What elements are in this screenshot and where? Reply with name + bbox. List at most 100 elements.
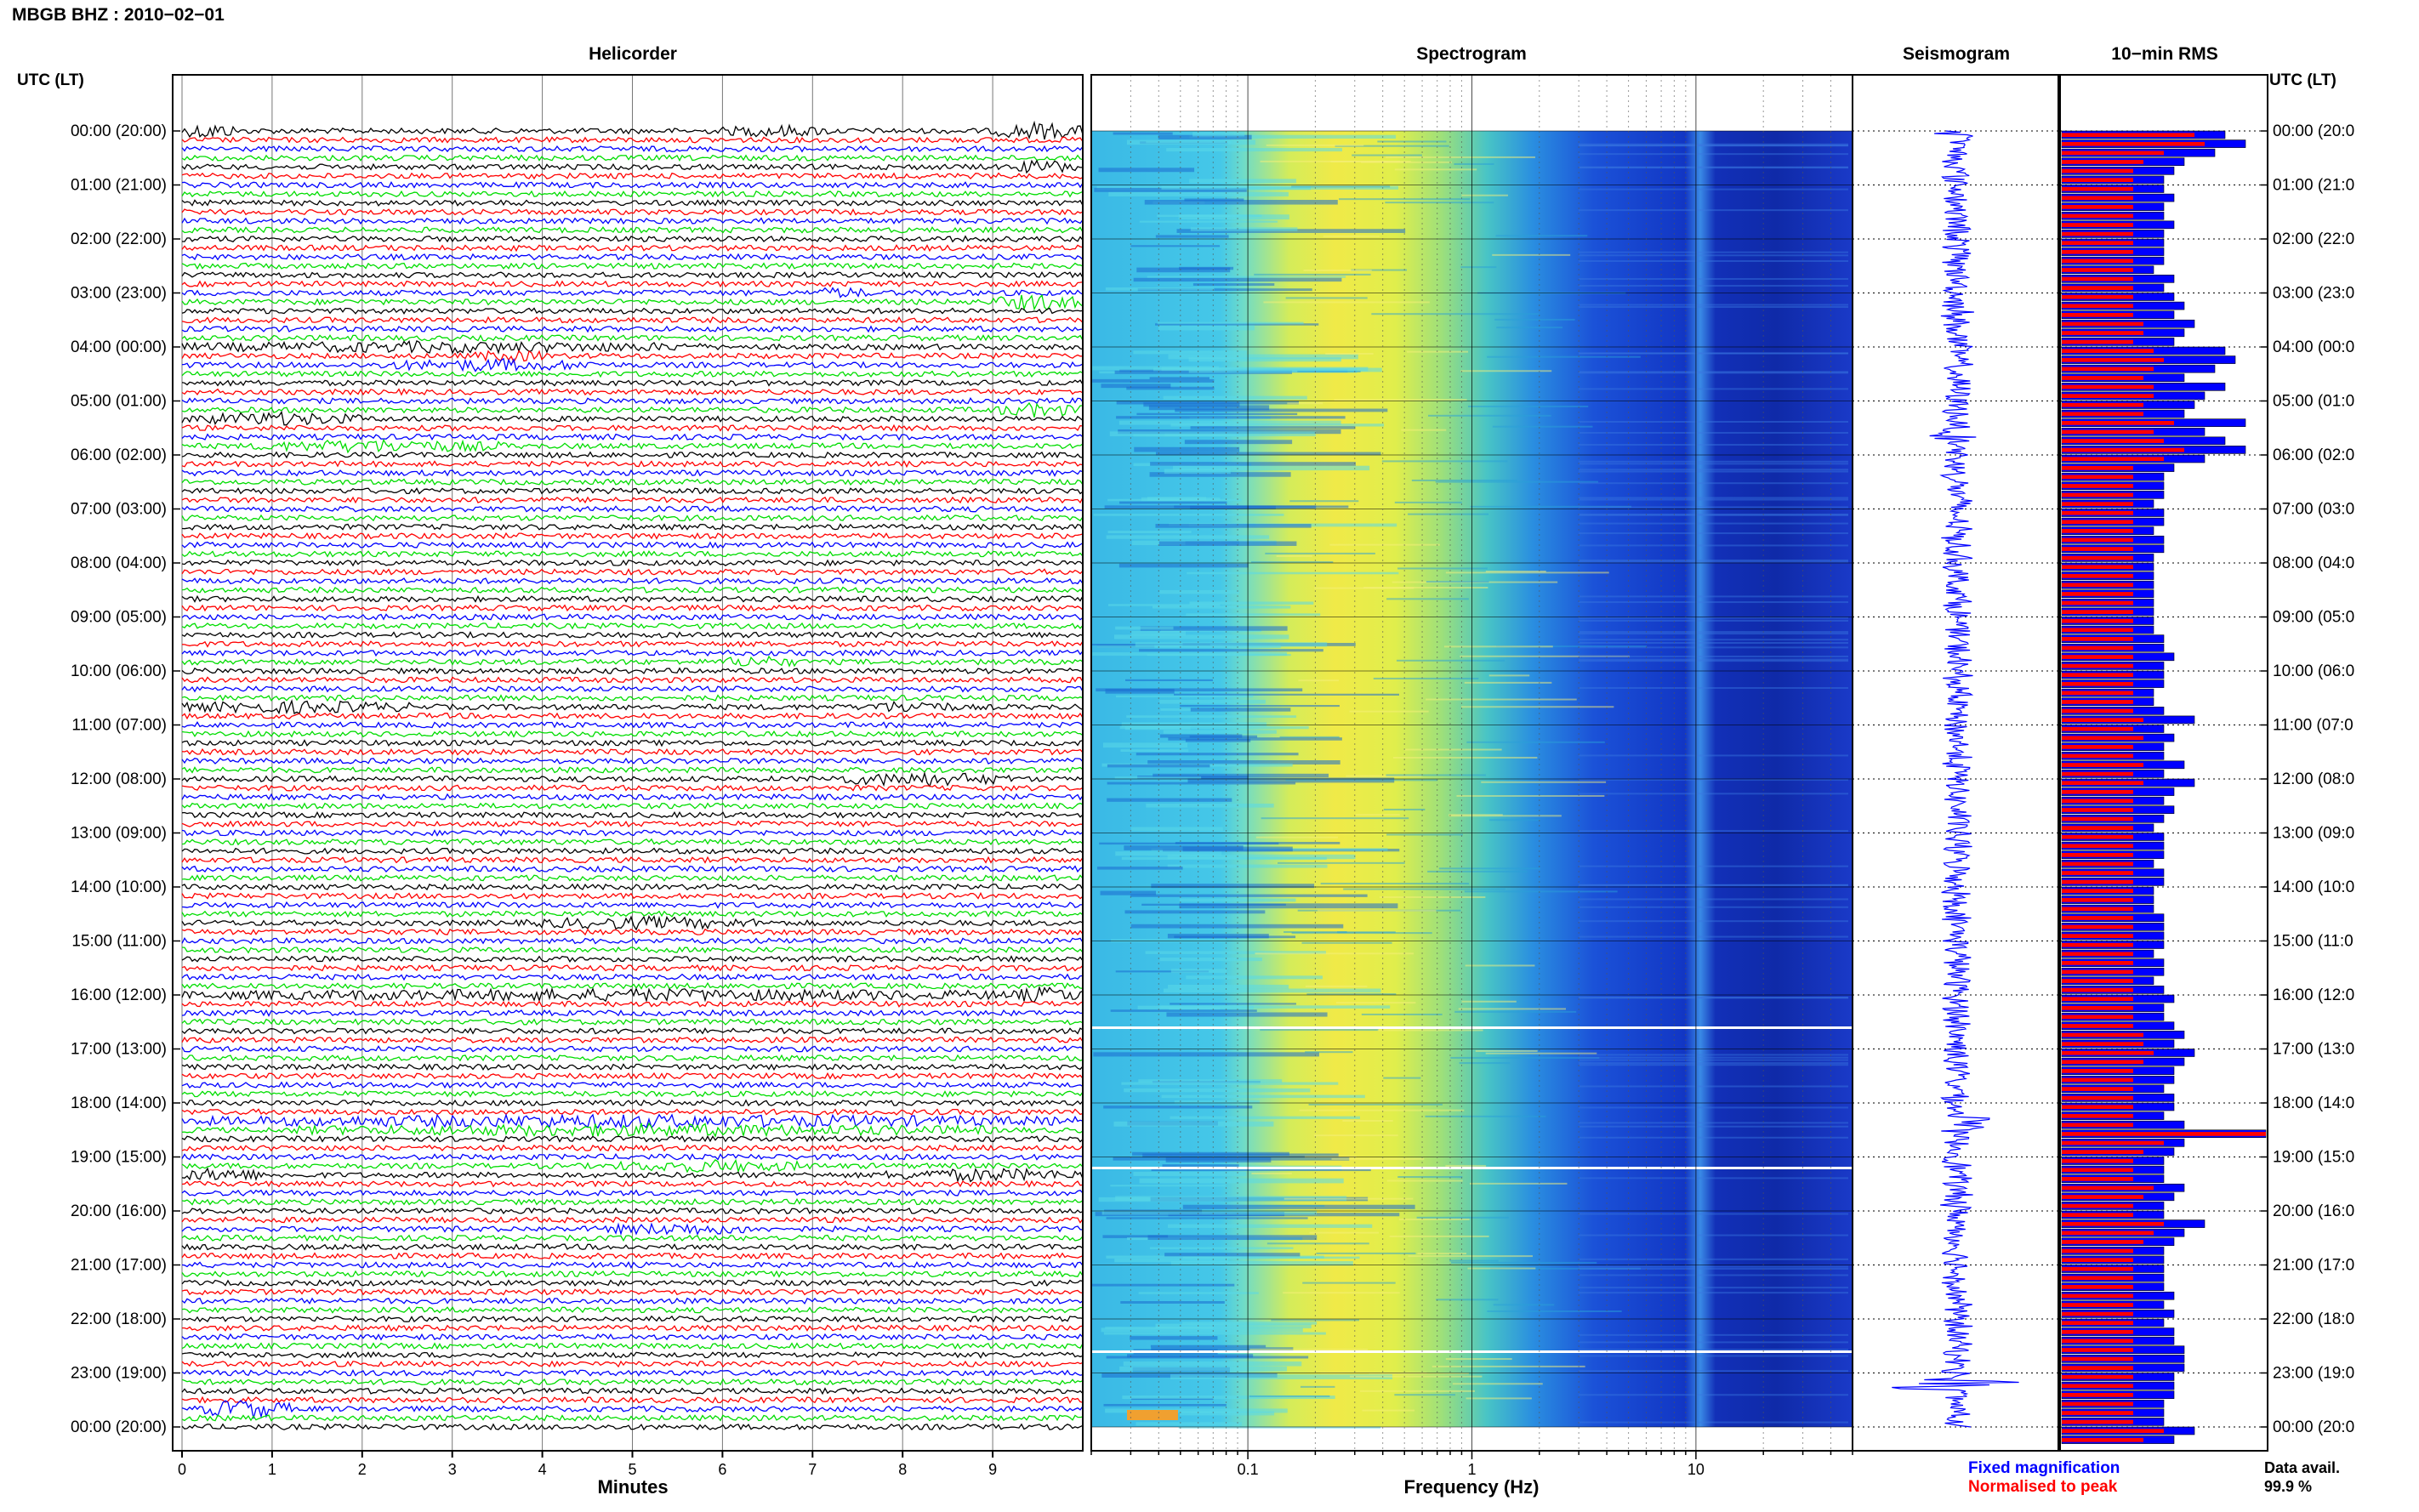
helicorder-trace <box>181 1234 1084 1242</box>
spectrogram-stripe <box>1096 867 1183 870</box>
rms-bar-normalised <box>2062 1348 2133 1352</box>
spectrogram-stripe <box>1427 870 1528 873</box>
spectrogram-stripe <box>1163 988 1381 993</box>
spectrogram-stripe <box>1106 1217 1308 1219</box>
helicorder-trace <box>181 973 1084 981</box>
spectrogram-stripe <box>1435 480 1598 483</box>
rms-bar-normalised <box>2062 484 2133 488</box>
helicorder-trace <box>181 1179 1084 1188</box>
hour-label-right: 15:00 (11:0 <box>2273 933 2354 951</box>
spectrogram-stripe <box>1170 1374 1393 1379</box>
spectrogram-stripe <box>1145 951 1326 954</box>
spectrogram-stripe <box>1192 132 1245 137</box>
rms-bar-normalised <box>2062 447 2184 452</box>
spectrogram-stripe <box>1449 815 1562 817</box>
spectrogram-stripe <box>1190 708 1291 712</box>
spectrogram-stripe <box>1150 462 1356 466</box>
helicorder-trace <box>181 438 1084 454</box>
helicorder-trace <box>181 747 1084 756</box>
spectrogram-stripe <box>1438 867 1540 870</box>
helicorder-trace <box>181 388 1084 396</box>
rms-bar-normalised <box>2062 1060 2143 1065</box>
spectrogram-stripe <box>1579 935 1848 938</box>
spectrogram-stripe <box>1481 781 1607 783</box>
spectrogram-stripe <box>1579 1292 1848 1294</box>
helicorder-trace <box>181 1279 1084 1287</box>
rms-bar-normalised <box>2062 231 2133 236</box>
spectrogram-stripe <box>1130 894 1368 897</box>
helicorder-trace <box>181 1423 1084 1431</box>
spectrogram-stripe <box>1579 793 1848 795</box>
spectrogram-stripe <box>1181 1322 1318 1325</box>
spectrogram-stripe <box>1579 1348 1848 1350</box>
hour-label-left: 09:00 (05:00) <box>71 609 167 627</box>
spectrogram-stripe <box>1579 372 1848 374</box>
hour-label-right: 07:00 (03:0 <box>2273 501 2354 519</box>
rms-bar-normalised <box>2062 691 2133 696</box>
rms-bar-normalised <box>2062 636 2133 641</box>
rms-bar-normalised <box>2062 826 2133 831</box>
spectrogram-stripe <box>1579 1287 1848 1289</box>
rms-bar-normalised <box>2062 1266 2133 1271</box>
hour-label-left: 01:00 (21:00) <box>71 177 167 195</box>
spectrogram-stripe <box>1428 414 1551 417</box>
spectrogram-stripe <box>1291 185 1391 188</box>
spectrogram-stripe <box>1579 470 1848 473</box>
helicorder-trace <box>181 1189 1084 1197</box>
helicorder-trace <box>181 550 1084 558</box>
spectrogram-stripe <box>1579 646 1848 649</box>
spectrogram-stripe <box>1188 357 1341 362</box>
spectrogram-stripe <box>1303 269 1372 271</box>
helicorder-trace <box>181 1122 1084 1138</box>
rms-bar-normalised <box>2062 1077 2133 1083</box>
spectrogram-stripe <box>1579 371 1848 373</box>
spectrogram-stripe <box>1456 794 1605 797</box>
spectrogram-stripe <box>1139 1178 1344 1184</box>
spectrogram-stripe <box>1192 283 1275 287</box>
spectrogram-stripe <box>1110 1009 1257 1012</box>
helicorder-trace <box>181 270 1084 279</box>
rms-bar-normalised <box>2062 268 2133 272</box>
helicorder-trace <box>181 1414 1084 1422</box>
rms-frame <box>2059 74 2268 1452</box>
spectrogram-stripe <box>1133 1172 1247 1176</box>
rms-bar-normalised <box>2062 924 2133 929</box>
spectrogram-stripe <box>1579 595 1848 598</box>
helicorder-trace <box>181 478 1084 486</box>
helicorder-trace <box>181 874 1084 882</box>
spectrogram-stripe <box>1278 861 1405 864</box>
rms-bar-normalised <box>2062 1321 2133 1326</box>
spectrogram-stripe <box>1285 297 1368 299</box>
spectrogram-stripe <box>1496 645 1648 648</box>
helicorder-trace <box>181 226 1084 234</box>
spectrogram-stripe <box>1308 1103 1443 1106</box>
helicorder-trace <box>181 1027 1084 1035</box>
rms-bar-normalised <box>2062 286 2133 291</box>
helicorder-trace <box>181 1018 1084 1026</box>
spectrogram-stripe <box>1102 742 1188 748</box>
rms-bar-normalised <box>2062 1329 2133 1334</box>
spectrogram-stripe <box>1579 639 1848 641</box>
spectrogram-stripe <box>1305 985 1368 987</box>
rms-bar-normalised <box>2062 223 2133 227</box>
spectrogram-stripe <box>1579 830 1848 833</box>
spectrogram-stripe <box>1170 423 1385 427</box>
helicorder-trace <box>181 1270 1084 1278</box>
rms-bar-normalised <box>2062 312 2133 317</box>
spectrogram-stripe <box>1113 1121 1274 1127</box>
spectrogram-stripe <box>1579 498 1848 501</box>
spectrogram-stripe <box>1394 501 1462 503</box>
hour-label-right: 10:00 (06:0 <box>2273 662 2354 680</box>
hour-label-left: 14:00 (10:00) <box>71 878 167 896</box>
rms-bar-normalised <box>2062 1374 2133 1379</box>
spectrogram-stripe <box>1302 1282 1396 1284</box>
spectrogram-stripe <box>1579 559 1848 561</box>
spectrogram-stripe <box>1496 327 1563 329</box>
spectrogram-stripe <box>1167 934 1269 939</box>
spectrogram-stripe <box>1325 352 1374 355</box>
spectrogram-stripe <box>1579 884 1848 886</box>
spectrogram-stripe <box>1329 543 1440 546</box>
spectrogram-stripe <box>1445 1358 1512 1361</box>
helicorder-panel: 0 1 2 3 4 5 6 7 8 9 <box>178 75 1084 1478</box>
